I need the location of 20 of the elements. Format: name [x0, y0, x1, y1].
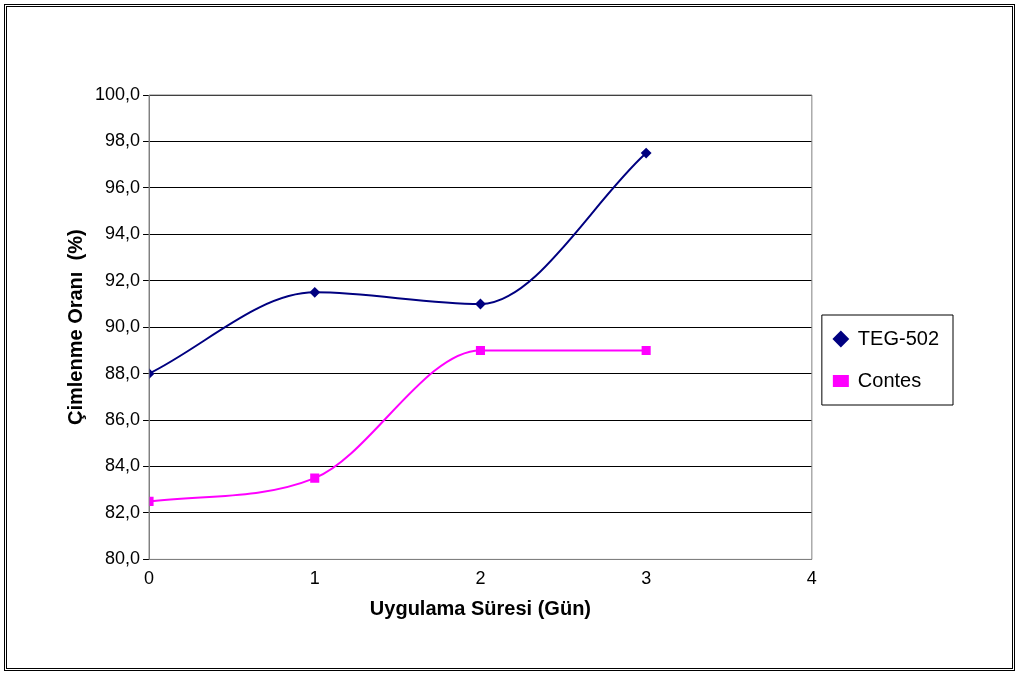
x-tick-label: 4 — [806, 568, 817, 589]
y-tick-label: 86,0 — [105, 409, 141, 430]
x-tick-label: 1 — [309, 568, 320, 589]
y-tick-label: 90,0 — [105, 316, 141, 337]
legend-label: TEG-502 — [857, 326, 940, 349]
x-tick-label: 3 — [641, 568, 652, 589]
y-tick-label: 98,0 — [105, 130, 141, 151]
y-tick-label: 82,0 — [105, 501, 141, 522]
y-tick-label: 96,0 — [105, 176, 141, 197]
x-axis-title: Uygulama Süresi (Gün) — [369, 596, 592, 619]
y-tick-label: 88,0 — [105, 362, 141, 383]
y-tick-label: 94,0 — [105, 223, 141, 244]
y-tick-label: 80,0 — [105, 548, 141, 569]
y-axis-title: Çimlenme Oranı (%) — [63, 229, 86, 425]
x-tick-label: 2 — [475, 568, 486, 589]
legend-label: Contes — [857, 368, 922, 391]
y-tick-label: 84,0 — [105, 455, 141, 476]
x-tick-label: 0 — [144, 568, 155, 589]
y-tick-label: 92,0 — [105, 269, 141, 290]
y-tick-label: 100,0 — [95, 83, 141, 104]
